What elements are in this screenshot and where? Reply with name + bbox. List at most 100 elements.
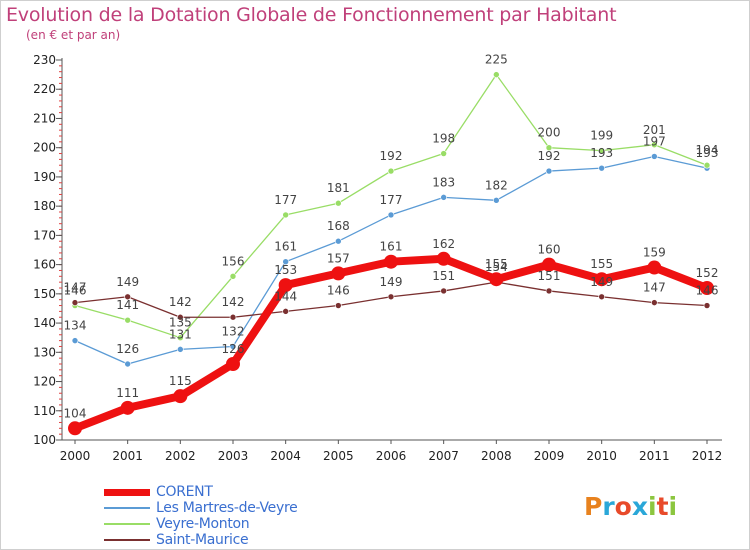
data-point <box>120 400 135 415</box>
data-label: 177 <box>380 193 403 207</box>
data-label: 157 <box>327 251 350 265</box>
y-tick-label: 200 <box>33 141 56 155</box>
logo-letter: t <box>656 492 669 521</box>
data-point <box>703 161 711 169</box>
data-label: 193 <box>696 146 719 160</box>
data-point <box>282 258 289 265</box>
data-label: 131 <box>169 327 192 341</box>
data-label: 155 <box>590 257 613 271</box>
legend-swatch <box>104 488 150 496</box>
x-tick-label: 2009 <box>534 449 565 463</box>
data-point <box>542 257 556 272</box>
data-label: 149 <box>590 275 613 289</box>
data-point <box>177 313 184 321</box>
data-label: 147 <box>64 281 87 295</box>
data-point <box>440 150 447 157</box>
data-point <box>598 164 605 172</box>
data-point <box>71 299 79 306</box>
data-point <box>387 211 395 219</box>
legend-item: CORENT <box>104 484 297 500</box>
data-label: 198 <box>432 132 455 146</box>
data-point <box>282 211 289 219</box>
data-point <box>229 313 237 321</box>
legend-swatch <box>104 523 150 525</box>
x-tick-label: 2007 <box>428 449 459 463</box>
data-label: 194 <box>696 143 719 157</box>
y-tick-label: 230 <box>33 53 56 67</box>
data-point <box>335 302 342 309</box>
y-tick-label: 220 <box>33 82 56 96</box>
chart-axes: 100 110 120 130 140 150 160 170 180 190 200 210 220 2… <box>33 53 722 463</box>
x-tick-label: 2008 <box>481 449 512 463</box>
y-tick-label: 100 <box>33 433 56 447</box>
data-point <box>387 293 395 301</box>
legend-item: Veyre-Monton <box>104 516 297 532</box>
legend-label: Saint-Maurice <box>156 532 249 548</box>
data-label: 168 <box>327 219 350 233</box>
data-point <box>278 278 293 293</box>
data-label: 111 <box>116 386 139 400</box>
y-tick-label: 150 <box>33 287 56 301</box>
data-point <box>173 389 188 404</box>
y-tick-label: 180 <box>33 199 56 213</box>
data-label: 151 <box>432 269 455 283</box>
legend-swatch <box>104 539 150 541</box>
data-label: 192 <box>538 149 561 163</box>
data-point <box>124 293 131 301</box>
chart-legend: CORENT Les Martres-de-Veyre Veyre-Monton Sa… <box>104 484 298 548</box>
data-point <box>226 357 240 371</box>
data-point <box>647 260 662 275</box>
data-label: 126 <box>116 342 139 356</box>
data-label: 146 <box>64 284 87 298</box>
data-label: 149 <box>380 275 403 289</box>
data-label: 142 <box>222 295 245 309</box>
proxiti-logo: Proxiti <box>584 492 677 521</box>
data-point <box>177 334 184 341</box>
data-point <box>703 302 711 309</box>
data-label: 155 <box>485 257 508 271</box>
logo-letter: x <box>631 492 648 521</box>
data-label: 182 <box>485 178 508 192</box>
data-label: 151 <box>538 269 561 283</box>
y-tick-label: 170 <box>33 228 56 242</box>
data-point <box>700 281 714 295</box>
data-label: 161 <box>380 240 403 254</box>
data-point <box>545 287 553 295</box>
x-tick-label: 2001 <box>112 449 143 463</box>
logo-letter: i <box>648 492 657 521</box>
data-point <box>335 199 342 207</box>
data-label: 193 <box>590 146 613 160</box>
x-tick-label: 2012 <box>692 449 723 463</box>
data-point <box>124 316 131 324</box>
data-point <box>68 421 82 436</box>
data-label: 161 <box>274 240 297 254</box>
data-label: 134 <box>64 319 87 333</box>
data-point <box>229 273 237 280</box>
data-label: 142 <box>169 295 192 309</box>
data-point <box>598 293 605 301</box>
data-label: 200 <box>538 126 561 140</box>
data-point <box>335 237 342 245</box>
chart-title: Evolution de la Dotation Globale de Fonc… <box>6 4 617 26</box>
chart-subtitle: (en € et par an) <box>26 28 121 42</box>
data-label: 146 <box>327 284 350 298</box>
data-point <box>71 337 79 344</box>
legend-swatch <box>104 507 150 509</box>
data-label: 197 <box>643 134 666 148</box>
y-tick-label: 130 <box>33 345 56 359</box>
data-label: 104 <box>64 406 87 420</box>
y-tick-label: 160 <box>33 258 56 272</box>
data-point <box>177 346 184 353</box>
data-point <box>651 299 658 306</box>
x-tick-label: 2003 <box>218 449 249 463</box>
x-tick-label: 2000 <box>60 449 91 463</box>
data-label: 144 <box>274 289 297 303</box>
data-point <box>545 144 553 151</box>
data-label: 126 <box>222 342 245 356</box>
data-label: 199 <box>590 129 613 143</box>
legend-item: Saint-Maurice <box>104 532 297 548</box>
data-label: 152 <box>696 266 719 280</box>
data-label: 177 <box>274 193 297 207</box>
x-tick-label: 2002 <box>165 449 196 463</box>
